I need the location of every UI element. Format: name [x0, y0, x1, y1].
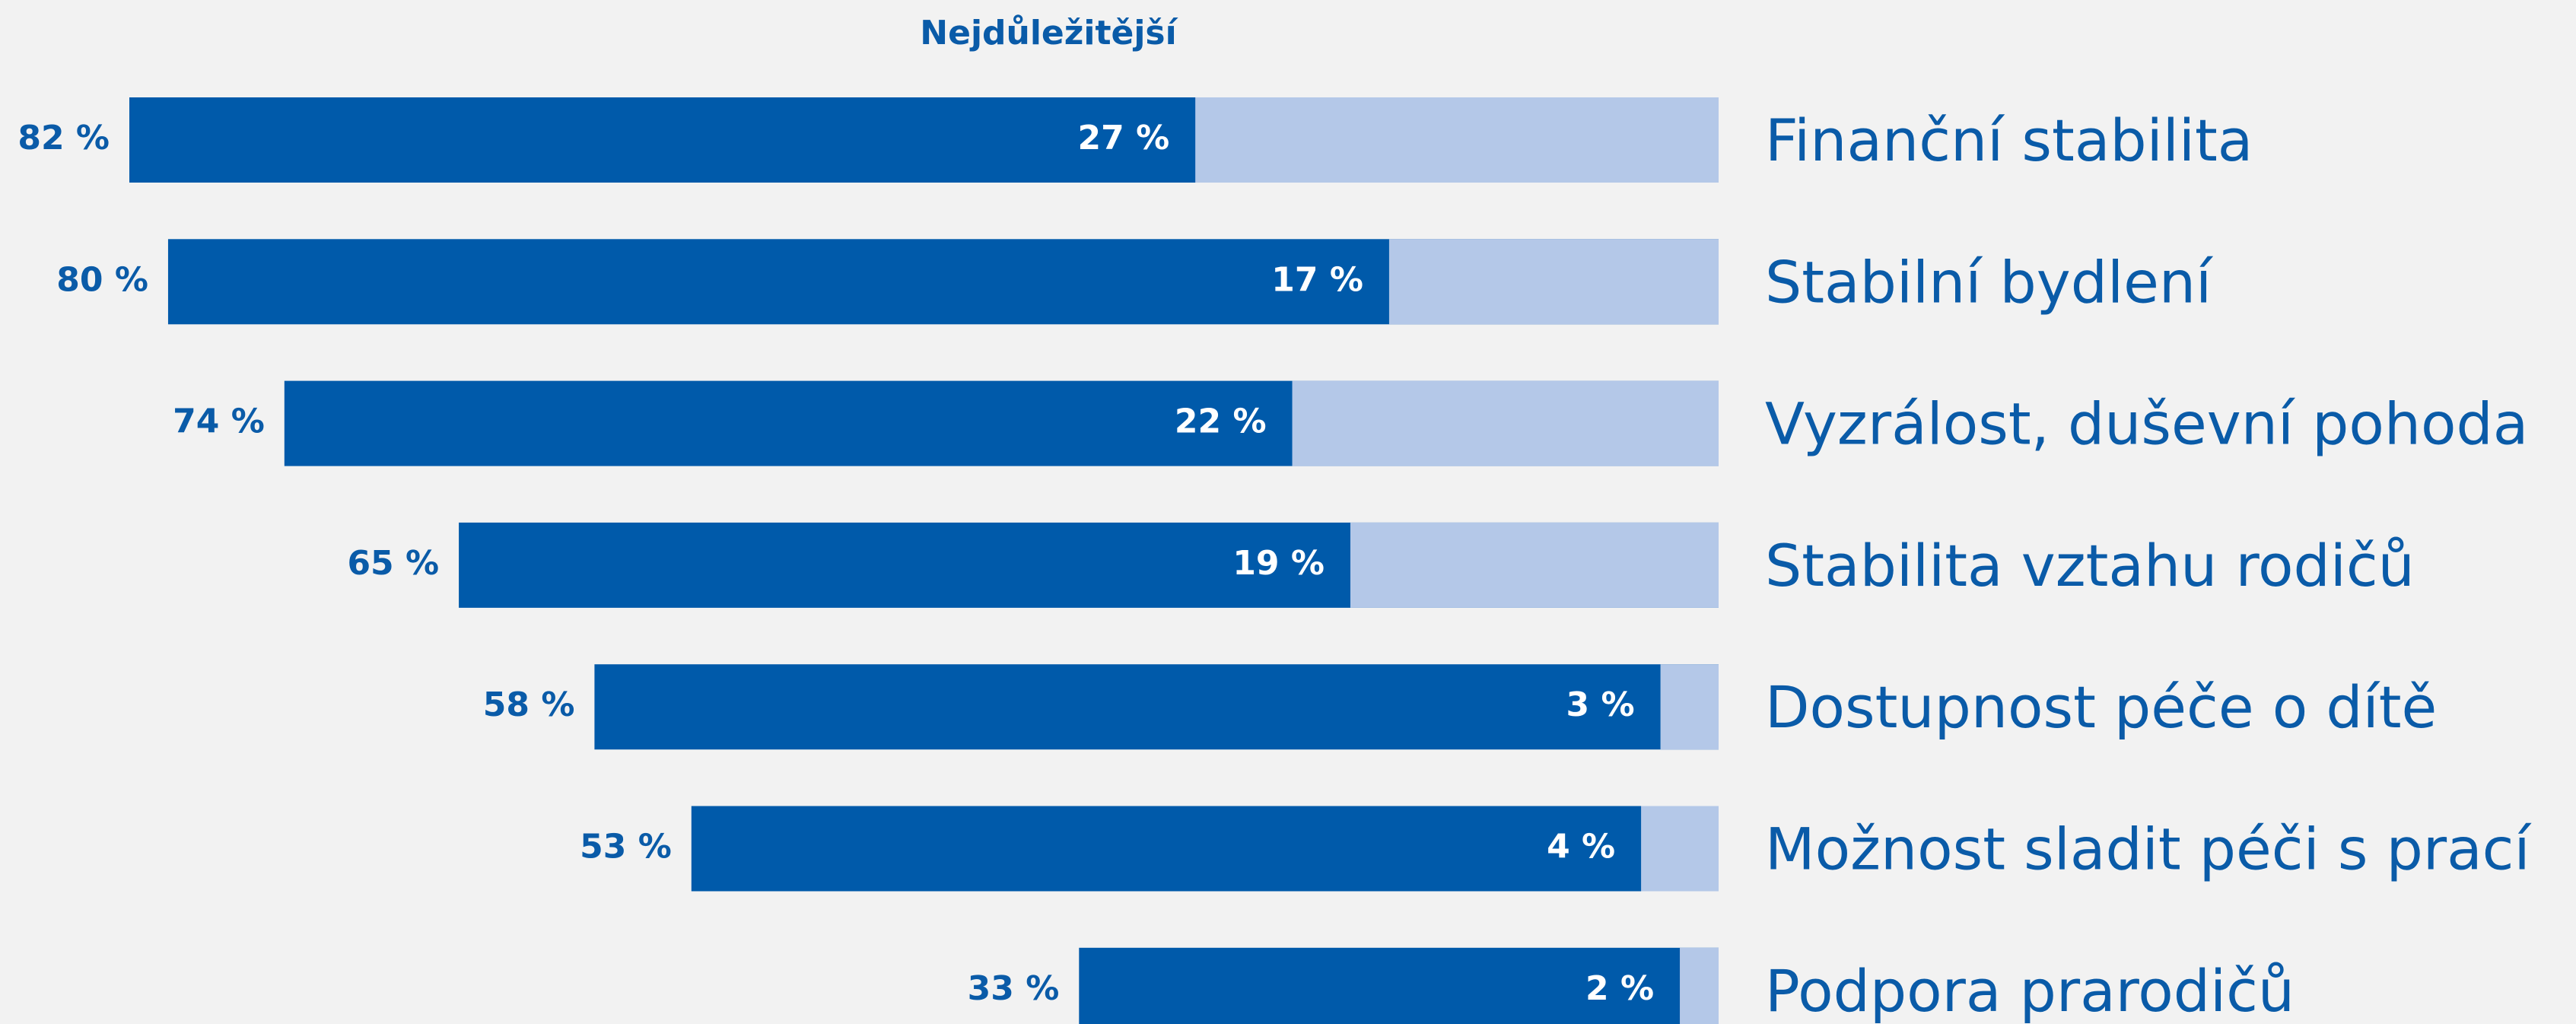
- total-label: 82 %: [17, 119, 110, 157]
- total-label: 53 %: [580, 828, 672, 867]
- bar-most-important: [1350, 522, 1719, 608]
- category-label: Podpora prarodičů: [1765, 957, 2295, 1024]
- category-label: Dostupnost péče o dítě: [1765, 673, 2437, 741]
- category-label: Stabilní bydlení: [1765, 248, 2214, 316]
- total-label: 58 %: [483, 685, 575, 724]
- category-label: Vyzrálost, duševní pohoda: [1765, 390, 2528, 458]
- most-important-label: 19 %: [1232, 544, 1325, 583]
- category-label: Možnost sladit péči s prací: [1765, 815, 2532, 882]
- bar-most-important: [1195, 97, 1719, 183]
- bar-total: [594, 664, 1719, 750]
- most-important-label: 4 %: [1547, 828, 1615, 867]
- most-important-label: 22 %: [1175, 402, 1267, 441]
- bar-most-important: [1641, 806, 1719, 892]
- series-header: Nejdůležitější: [920, 14, 1178, 52]
- bar-total: [1079, 947, 1719, 1024]
- bar-most-important: [1388, 239, 1719, 325]
- category-label: Finanční stabilita: [1765, 107, 2253, 174]
- total-label: 65 %: [347, 544, 439, 583]
- most-important-label: 2 %: [1585, 969, 1654, 1008]
- bar-most-important: [1660, 664, 1719, 750]
- most-important-label: 17 %: [1271, 260, 1363, 299]
- bar-total: [691, 806, 1719, 892]
- category-label: Stabilita vztahu rodičů: [1765, 532, 2415, 599]
- total-label: 33 %: [968, 969, 1060, 1008]
- most-important-label: 3 %: [1566, 685, 1635, 724]
- most-important-label: 27 %: [1078, 119, 1170, 157]
- bar-most-important: [1292, 380, 1719, 466]
- bar-most-important: [1680, 947, 1719, 1024]
- total-label: 80 %: [56, 260, 148, 299]
- total-label: 74 %: [173, 402, 265, 441]
